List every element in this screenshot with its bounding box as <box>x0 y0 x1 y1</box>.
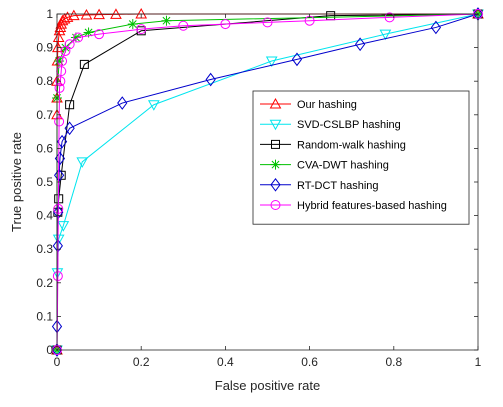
legend: Our hashing SVD-CSLBP hashing Random-walk … <box>252 90 470 225</box>
data-point <box>178 20 189 31</box>
data-point <box>52 31 65 43</box>
data-point <box>53 203 64 214</box>
legend-item: Our hashing <box>260 97 357 111</box>
legend-marker <box>269 119 282 131</box>
legend-label: Random-walk hashing <box>297 139 406 151</box>
data-point <box>220 19 231 30</box>
data-point <box>94 29 105 40</box>
y-tick-label: 0.3 <box>36 242 53 256</box>
data-point <box>56 14 69 26</box>
data-point <box>54 82 65 93</box>
data-point <box>52 234 65 246</box>
data-point <box>291 52 303 67</box>
legend-item: RT-DCT hashing <box>260 177 379 192</box>
data-point <box>79 59 89 69</box>
y-tick-label: 0.5 <box>36 175 53 189</box>
x-tick-label: 1 <box>475 355 482 369</box>
data-point <box>54 21 67 32</box>
x-tick-label: 0.6 <box>301 355 318 369</box>
legend-label: RT-DCT hashing <box>297 180 379 192</box>
data-point <box>83 27 94 38</box>
data-point <box>265 56 278 68</box>
x-tick-label: 0.4 <box>217 355 234 369</box>
data-point <box>64 39 75 50</box>
data-point <box>136 24 147 35</box>
x-tick-label: 0 <box>54 355 61 369</box>
axis-ticks: 0 0.2 0.4 0.6 0.8 1 0 0.1 0.2 0.3 0.4 0.5 0.6 0.7 0.8 0… <box>36 7 481 369</box>
legend-marker <box>269 97 282 109</box>
legend-marker <box>270 159 281 170</box>
data-point <box>205 72 216 87</box>
legend-marker <box>270 177 281 192</box>
y-tick-label: 0 <box>46 343 53 357</box>
data-point <box>54 116 65 127</box>
data-point <box>76 157 89 168</box>
legend-box <box>252 90 470 225</box>
data-point <box>51 41 64 53</box>
data-point <box>57 221 70 232</box>
y-tick-label: 0.6 <box>36 141 53 155</box>
y-tick-label: 0.4 <box>36 209 53 223</box>
data-point <box>147 100 160 111</box>
data-point <box>58 13 71 24</box>
x-tick-label: 0.8 <box>385 355 402 369</box>
y-tick-label: 0.9 <box>36 41 53 55</box>
legend-marker <box>270 200 281 210</box>
data-point <box>55 76 66 87</box>
data-point <box>65 100 75 110</box>
data-point <box>51 343 63 357</box>
data-point <box>55 18 68 29</box>
legend-label: CVA-DWT hashing <box>297 160 389 172</box>
legend-marker <box>271 139 280 149</box>
legend-item: Hybrid features-based hashing <box>260 200 447 212</box>
data-point <box>117 96 128 110</box>
y-tick-label: 0.8 <box>36 74 53 88</box>
x-tick-label: 0.2 <box>133 355 150 369</box>
data-point <box>262 17 273 28</box>
legend-label: Our hashing <box>297 99 357 111</box>
legend-item: SVD-CSLBP hashing <box>260 119 401 131</box>
data-point <box>64 121 75 136</box>
y-tick-label: 1 <box>46 7 53 21</box>
legend-label: SVD-CSLBP hashing <box>297 119 401 131</box>
data-point <box>67 9 80 21</box>
x-axis-label: False positive rate <box>215 378 321 393</box>
data-point <box>161 15 172 26</box>
y-tick-label: 0.1 <box>36 309 53 323</box>
data-point <box>73 32 84 43</box>
series-line <box>56 13 479 351</box>
y-tick-label: 0.7 <box>36 108 53 122</box>
data-point <box>80 8 93 20</box>
y-axis-label: True positive rate <box>9 132 24 232</box>
data-point <box>379 29 392 41</box>
legend-item: Random-walk hashing <box>260 139 406 151</box>
legend-label: Hybrid features-based hashing <box>297 200 447 212</box>
data-point <box>53 168 65 183</box>
data-point <box>52 271 63 282</box>
y-tick-label: 0.2 <box>36 276 53 290</box>
legend-item: CVA-DWT hashing <box>260 159 389 172</box>
data-point <box>57 56 68 67</box>
data-point <box>430 20 442 35</box>
data-point <box>127 19 138 30</box>
data-point <box>354 37 366 52</box>
